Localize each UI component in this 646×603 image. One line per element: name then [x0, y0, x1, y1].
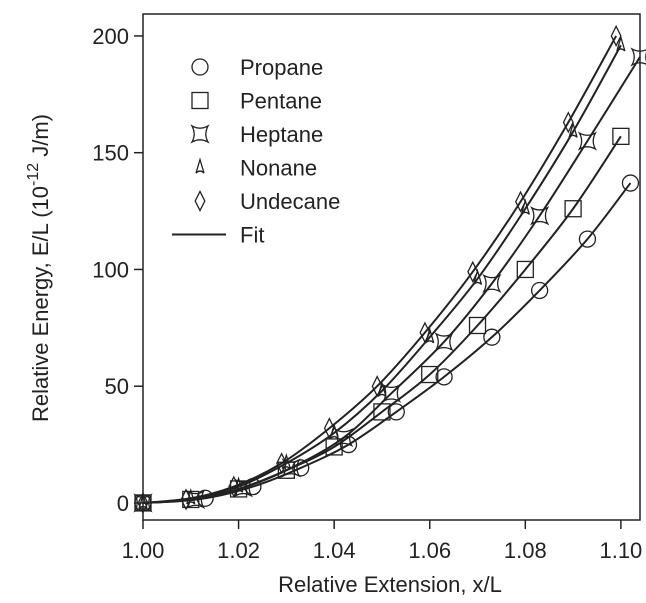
- marker: [468, 316, 487, 335]
- marker: [467, 260, 479, 283]
- y-axis-label: Relative Energy, E/L (10-12 J/m): [25, 114, 53, 422]
- x-tick-label: 1.08: [504, 538, 547, 563]
- x-tick-label: 1.04: [313, 538, 356, 563]
- y-tick-label: 150: [92, 141, 129, 166]
- marker: [323, 417, 335, 440]
- x-tick-label: 1.10: [599, 538, 642, 563]
- marker: [530, 281, 549, 300]
- y-tick-label: 50: [105, 374, 129, 399]
- legend-symbol: [191, 58, 209, 76]
- marker: [228, 475, 240, 498]
- marker: [520, 198, 530, 215]
- marker: [425, 326, 435, 344]
- fit-line: [142, 135, 622, 504]
- marker: [371, 375, 383, 398]
- marker: [233, 476, 244, 493]
- plot-frame: [142, 13, 641, 521]
- marker: [276, 452, 288, 475]
- y-tick-label: 100: [92, 257, 129, 282]
- marker: [516, 260, 534, 279]
- marker: [281, 458, 301, 478]
- marker: [334, 427, 354, 448]
- legend-label: Fit: [240, 223, 264, 248]
- marker: [435, 368, 453, 386]
- marker: [577, 131, 598, 151]
- marker: [186, 487, 196, 505]
- x-tick-label: 1.06: [408, 538, 451, 563]
- marker: [387, 403, 405, 421]
- marker: [630, 47, 646, 67]
- y-tick-label: 0: [117, 491, 129, 516]
- marker: [483, 328, 501, 346]
- marker: [377, 380, 387, 397]
- marker: [610, 24, 622, 48]
- marker: [133, 493, 153, 513]
- marker: [612, 127, 630, 146]
- marker: [568, 121, 578, 138]
- fit-line: [142, 44, 622, 504]
- marker: [137, 491, 149, 515]
- legend-label: Heptane: [240, 122, 323, 147]
- y-label-main: Relative Energy, E/L (10: [28, 186, 53, 422]
- marker: [329, 422, 339, 439]
- marker: [180, 488, 192, 511]
- legend-label: Propane: [240, 55, 323, 80]
- y-label-after: J/m): [28, 114, 53, 163]
- marker: [529, 206, 550, 226]
- legend-label: Pentane: [240, 89, 322, 114]
- marker: [621, 174, 640, 192]
- marker: [281, 452, 291, 470]
- x-tick-label: 1.00: [122, 538, 165, 563]
- marker: [578, 230, 597, 248]
- marker: [482, 273, 502, 294]
- fit-line: [142, 35, 617, 504]
- marker: [421, 365, 439, 384]
- legend-symbol: [191, 91, 209, 110]
- x-tick-label: 1.02: [217, 538, 260, 563]
- marker: [562, 111, 574, 134]
- fit-line: [142, 56, 641, 504]
- y-label-sup: -12: [25, 163, 42, 186]
- marker: [564, 200, 582, 218]
- legend-symbol: [194, 189, 206, 213]
- marker: [515, 190, 527, 213]
- marker: [138, 492, 148, 510]
- marker: [325, 438, 343, 456]
- x-axis-label: Relative Extension, x/L: [278, 572, 502, 597]
- marker: [434, 332, 454, 352]
- marker: [472, 268, 483, 285]
- y-tick-label: 200: [92, 24, 129, 49]
- legend-label: Nonane: [240, 156, 317, 181]
- marker: [616, 34, 626, 52]
- legend-symbol: [195, 157, 205, 174]
- legend-label: Undecane: [240, 189, 340, 214]
- legend-symbol: [190, 124, 210, 144]
- marker: [419, 321, 431, 344]
